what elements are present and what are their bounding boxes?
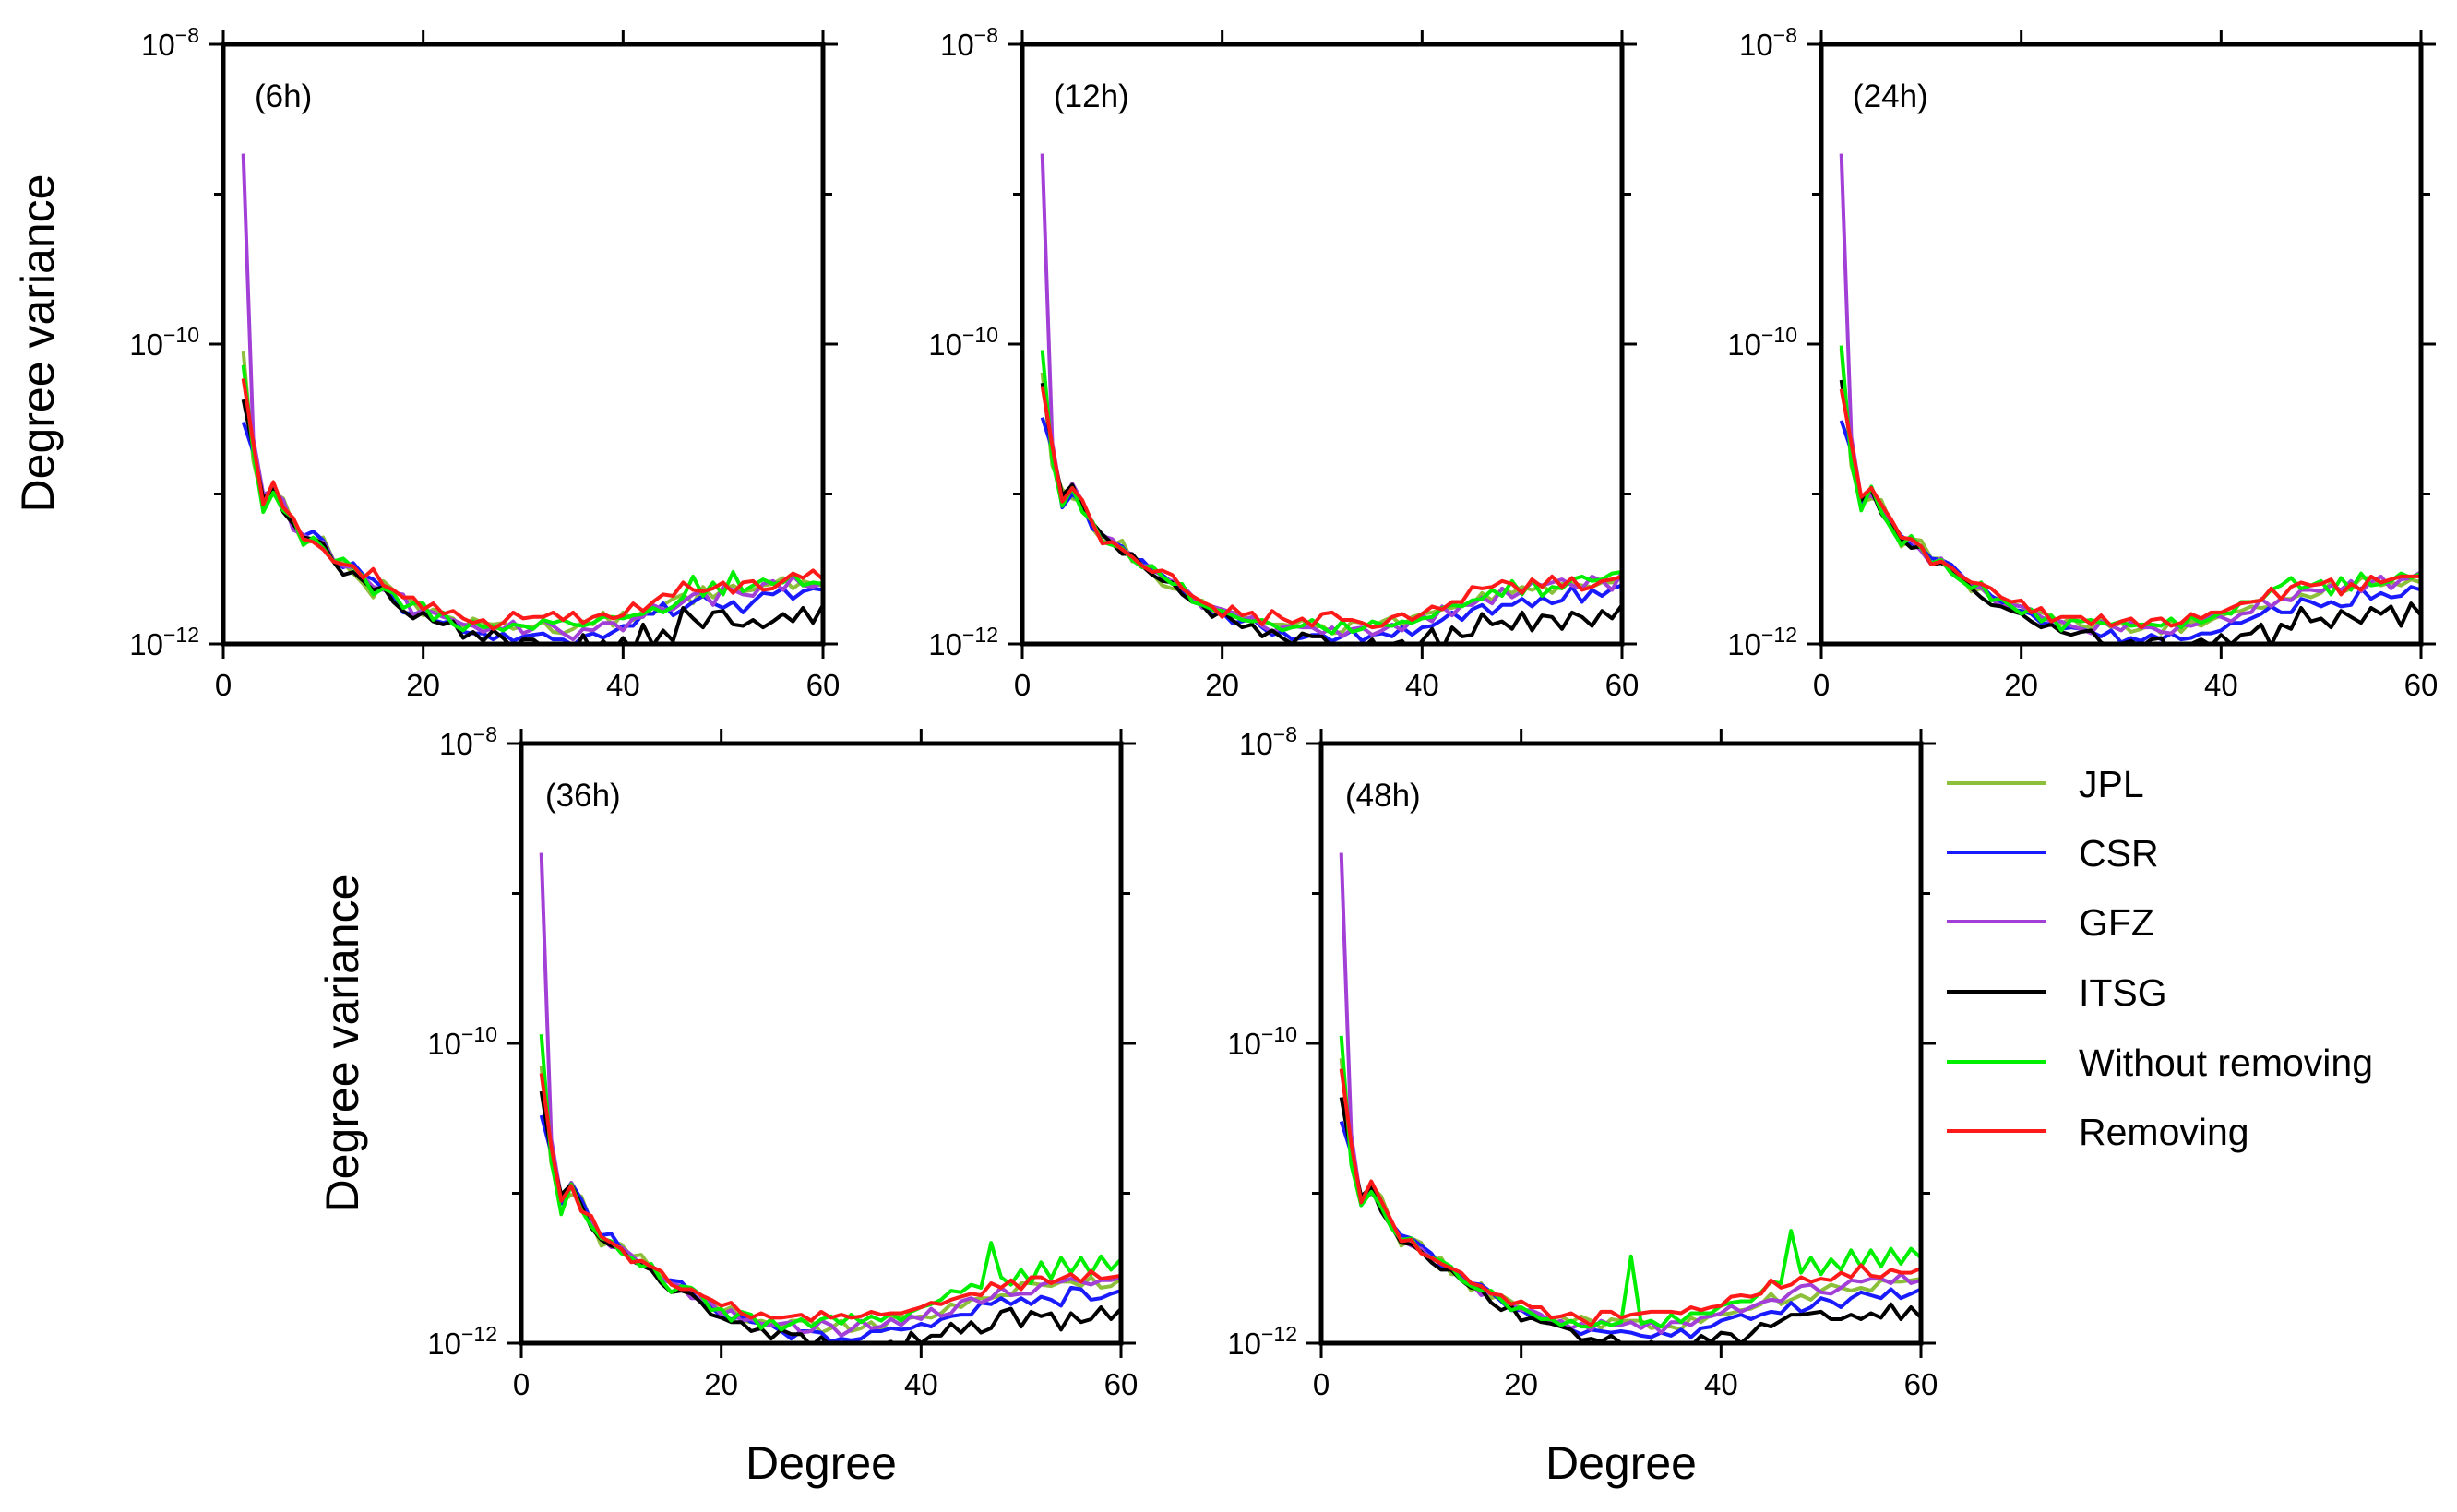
series-group xyxy=(1839,153,2421,644)
panel-label: (36h) xyxy=(545,778,621,814)
x-tick-label: 60 xyxy=(1904,1367,1938,1401)
legend-label-itsg: ITSG xyxy=(2079,971,2167,1014)
series-line-itsg xyxy=(1339,1097,1921,1343)
x-axis-title-left: Degree xyxy=(745,1437,897,1489)
series-line-without-removing xyxy=(1839,345,2421,633)
series-line-gfz xyxy=(1040,153,1622,638)
series-line-removing xyxy=(1040,386,1622,630)
x-tick-label: 0 xyxy=(1014,668,1031,702)
series-line-removing xyxy=(1339,1068,1921,1327)
series-line-removing xyxy=(1839,388,2421,630)
legend-label-removing: Removing xyxy=(2079,1111,2249,1153)
x-tick-label: 20 xyxy=(704,1367,738,1401)
y-tick-label: 10−8 xyxy=(1239,722,1297,761)
panel-6h: (6h) 0 20 40 60 10−8 10−10 10−12 xyxy=(129,23,840,702)
y-tick-label: 10−12 xyxy=(928,623,998,661)
x-tick-label: 60 xyxy=(806,668,841,702)
y-tick-label: 10−10 xyxy=(1227,1022,1297,1061)
series-group xyxy=(1339,852,1921,1343)
panel-12h: (12h) 0 20 40 60 10−8 10−10 10−12 xyxy=(928,23,1639,702)
series-line-removing xyxy=(241,378,823,631)
series-line-csr xyxy=(539,1114,1121,1343)
y-tick-label: 10−12 xyxy=(1227,1322,1297,1361)
y-tick-label: 10−10 xyxy=(129,323,199,362)
series-line-csr xyxy=(1339,1120,1921,1339)
series-group xyxy=(539,852,1121,1343)
plot-frame xyxy=(1819,42,2424,647)
x-tick-label: 0 xyxy=(1313,1367,1330,1401)
plot-frame xyxy=(519,741,1124,1346)
x-tick-label: 40 xyxy=(606,668,640,702)
legend: JPL CSR GFZ ITSG Without removing Removi… xyxy=(1947,763,2373,1153)
plot-frame xyxy=(1020,42,1625,647)
panel-label: (24h) xyxy=(1853,78,1928,114)
x-tick-label: 40 xyxy=(1405,668,1439,702)
y-axis-title-top: Degree variance xyxy=(12,174,64,513)
x-tick-label: 20 xyxy=(1205,668,1239,702)
plot-frame xyxy=(221,42,826,647)
series-line-jpl xyxy=(1339,1058,1921,1332)
legend-label-jpl: JPL xyxy=(2079,763,2144,805)
series-group xyxy=(1040,153,1622,644)
legend-label-without-removing: Without removing xyxy=(2079,1042,2373,1084)
y-axis-title-bottom: Degree variance xyxy=(316,875,368,1213)
y-tick-label: 10−12 xyxy=(427,1322,497,1361)
y-tick-label: 10−8 xyxy=(1739,23,1797,62)
y-tick-label: 10−8 xyxy=(141,23,199,62)
series-line-without-removing xyxy=(1339,1035,1921,1329)
series-line-gfz xyxy=(241,153,823,642)
panel-36h: (36h) 0 20 40 60 10−8 10−10 10−12 xyxy=(427,722,1138,1401)
y-tick-label: 10−8 xyxy=(940,23,998,62)
x-tick-label: 60 xyxy=(1104,1367,1139,1401)
x-tick-label: 20 xyxy=(406,668,440,702)
legend-label-csr: CSR xyxy=(2079,832,2159,875)
series-line-csr xyxy=(1040,416,1622,643)
series-line-jpl xyxy=(1040,372,1622,636)
y-tick-label: 10−12 xyxy=(1727,623,1797,661)
panel-label: (12h) xyxy=(1054,78,1129,114)
legend-label-gfz: GFZ xyxy=(2079,901,2154,944)
x-tick-label: 40 xyxy=(1704,1367,1738,1401)
series-line-itsg xyxy=(241,399,823,644)
series-line-removing xyxy=(539,1073,1121,1323)
x-tick-label: 20 xyxy=(1504,1367,1538,1401)
series-line-csr xyxy=(1839,420,2421,644)
series-group xyxy=(241,153,823,644)
x-tick-label: 0 xyxy=(513,1367,530,1401)
series-line-itsg xyxy=(539,1090,1121,1343)
y-tick-label: 10−8 xyxy=(439,722,497,761)
panel-label: (48h) xyxy=(1345,778,1421,814)
y-tick-label: 10−12 xyxy=(129,623,199,661)
x-tick-label: 0 xyxy=(1813,668,1830,702)
series-line-gfz xyxy=(539,852,1121,1338)
panel-label: (6h) xyxy=(255,78,312,114)
x-tick-label: 60 xyxy=(1605,668,1640,702)
y-tick-label: 10−10 xyxy=(1727,323,1797,362)
panel-48h: (48h) 0 20 40 60 10−8 10−10 10−12 xyxy=(1227,722,1938,1401)
x-axis-title-right: Degree xyxy=(1545,1437,1697,1489)
x-tick-label: 40 xyxy=(2204,668,2238,702)
panel-24h: (24h) 0 20 40 60 10−8 10−10 10−12 xyxy=(1727,23,2438,702)
x-tick-label: 60 xyxy=(2404,668,2439,702)
plot-frame xyxy=(1318,741,1924,1346)
y-tick-label: 10−10 xyxy=(928,323,998,362)
series-line-itsg xyxy=(1839,379,2421,644)
x-tick-label: 40 xyxy=(904,1367,938,1401)
series-line-csr xyxy=(241,421,823,644)
series-line-without-removing xyxy=(1040,350,1622,636)
y-tick-label: 10−10 xyxy=(427,1022,497,1061)
x-tick-label: 0 xyxy=(215,668,232,702)
x-tick-label: 20 xyxy=(2004,668,2038,702)
